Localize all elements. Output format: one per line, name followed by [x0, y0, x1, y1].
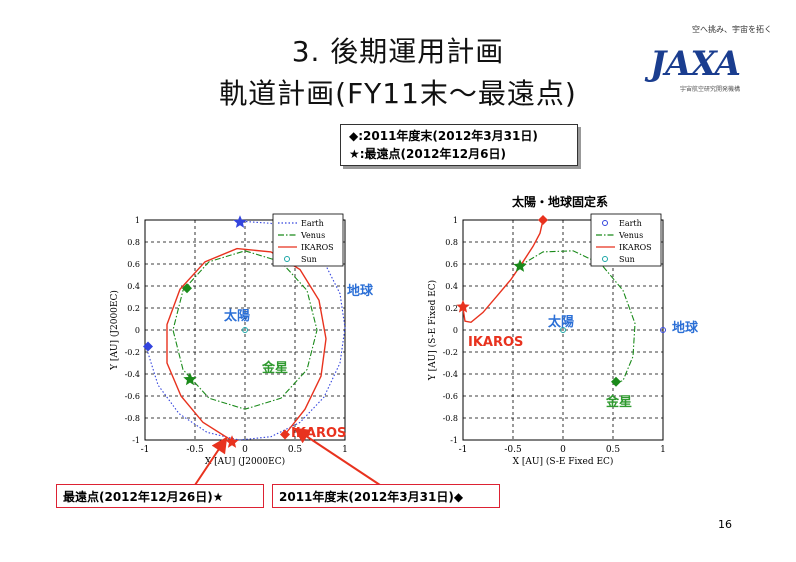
y-tick-label: -0.8: [125, 414, 140, 423]
label-venus: 金星: [605, 394, 632, 410]
callout-arrow-right: [293, 427, 381, 486]
legend-label-sun: Sun: [301, 255, 317, 264]
earth-circle-marker: [660, 327, 666, 333]
ikaros-star-marker: [225, 435, 239, 448]
chart-sun-earth-fixed: -1 -0.5 0 0.5 1 -1 -0.8 -0.6 -0.4 -0.2 0 0.2 0.4 0.6 0…: [427, 213, 699, 467]
series-ikaros: [461, 219, 544, 324]
legend-label-ikaros: IKAROS: [619, 243, 652, 252]
x-tick-label: 0.5: [606, 445, 621, 455]
label-earth: 地球: [672, 320, 699, 336]
y-tick-label: 0: [453, 326, 458, 335]
logo-tagline: 空へ挑み、宇宙を拓く: [692, 25, 772, 34]
y-tick-label: -1: [132, 436, 140, 445]
label-ikaros: IKAROS: [468, 335, 523, 350]
y-axis-label: Y [AU] (J2000EC): [109, 290, 120, 371]
key-line-diamond: ◆:2011年度末(2012年3月31日): [349, 129, 538, 143]
y-tick-label: 0.8: [445, 238, 458, 247]
x-axis-label: X [AU] (J2000EC): [205, 456, 285, 467]
legend-label-venus: Venus: [618, 231, 643, 240]
y-axis-label: Y [AU] (S-E Fixed EC): [427, 280, 438, 381]
x-axis-label: X [AU] (S-E Fixed EC): [513, 456, 614, 467]
slide-subtitle: 軌道計画(FY11末～最遠点): [219, 77, 577, 110]
earth-diamond-marker: [143, 341, 153, 352]
legend-label-venus: Venus: [300, 231, 325, 240]
legend-swatch-earth: [602, 220, 608, 226]
callout-fy-end: 2011年度末(2012年3月31日)◆: [272, 484, 500, 508]
y-tick-label: -0.4: [443, 370, 458, 379]
ikaros-diamond-marker: [538, 215, 548, 225]
jaxa-logo: 空へ挑み、宇宙を拓く JAXA 宇宙航空研究開発機構: [640, 24, 780, 94]
y-tick-label: -1: [450, 436, 458, 445]
logo-org-name: 宇宙航空研究開発機構: [680, 86, 741, 93]
y-tick-label: -0.6: [125, 392, 140, 401]
legend-swatch-sun: [284, 256, 290, 262]
callout-arrow-left: [194, 436, 228, 486]
legend-label-sun: Sun: [619, 255, 635, 264]
y-tick-label: 0.6: [127, 260, 140, 269]
x-tick-label: 1: [660, 445, 666, 455]
key-line-star: ★:最遠点(2012年12月6日): [349, 147, 506, 161]
y-tick-label: -0.8: [443, 414, 458, 423]
venus-star-marker: [513, 259, 527, 272]
sun-circle-marker: [242, 327, 248, 333]
x-tick-label: -1: [459, 445, 468, 455]
series-ikaros: [166, 247, 327, 443]
series-venus: [172, 250, 318, 410]
y-tick-label: -0.6: [443, 392, 458, 401]
right-chart-title: 太陽・地球固定系: [511, 195, 608, 209]
y-tick-label: 0: [135, 326, 140, 335]
x-tick-label: -1: [141, 445, 150, 455]
y-tick-label: -0.2: [443, 348, 458, 357]
x-tick-label: -0.5: [504, 445, 522, 455]
venus-star-marker: [183, 372, 197, 386]
label-earth: 地球: [347, 283, 374, 299]
y-tick-label: 1: [135, 216, 140, 225]
x-tick-label: 0: [242, 445, 248, 455]
y-tick-label: 0.8: [127, 238, 140, 247]
legend-swatch-sun: [602, 256, 608, 262]
marker-key-box: ◆:2011年度末(2012年3月31日) ★:最遠点(2012年12月6日): [340, 124, 578, 166]
callout-farthest: 最遠点(2012年12月26日)★: [56, 484, 264, 508]
label-ikaros: IKAROS: [291, 426, 346, 441]
earth-star-marker: [233, 215, 247, 228]
y-tick-label: 0.2: [127, 304, 140, 313]
y-tick-label: 0.6: [445, 260, 458, 269]
y-tick-label: 0.4: [445, 282, 458, 291]
legend-label-earth: Earth: [619, 219, 642, 228]
label-sun: 太陽: [223, 308, 250, 324]
x-tick-label: 1: [342, 445, 348, 455]
y-tick-label: 0.2: [445, 304, 458, 313]
venus-diamond-marker: [182, 283, 192, 294]
logo-wordmark: JAXA: [650, 44, 741, 84]
legend-label-earth: Earth: [301, 219, 324, 228]
legend-label-ikaros: IKAROS: [301, 243, 334, 252]
ikaros-diamond-marker: [280, 429, 290, 440]
y-tick-label: -0.4: [125, 370, 140, 379]
x-tick-label: 0: [560, 445, 566, 455]
y-tick-label: 0.4: [127, 282, 140, 291]
slide-title: 3. 後期運用計画: [291, 35, 505, 68]
sun-circle-marker: [560, 327, 566, 333]
page-number: 16: [718, 518, 732, 531]
y-tick-label: 1: [453, 216, 458, 225]
label-sun: 太陽: [547, 314, 574, 330]
venus-diamond-marker: [611, 376, 621, 387]
y-tick-label: -0.2: [125, 348, 140, 357]
label-venus: 金星: [261, 360, 288, 376]
x-tick-label: -0.5: [186, 445, 204, 455]
x-tick-label: 0.5: [288, 445, 303, 455]
ikaros-star-marker: [456, 299, 470, 313]
chart-j2000: -1 -0.5 0 0.5 1 -1 -0.8 -0.6 -0.4 -0.2 0 0.2 0.4 0.6 0…: [109, 213, 374, 467]
series-venus: [518, 250, 636, 384]
